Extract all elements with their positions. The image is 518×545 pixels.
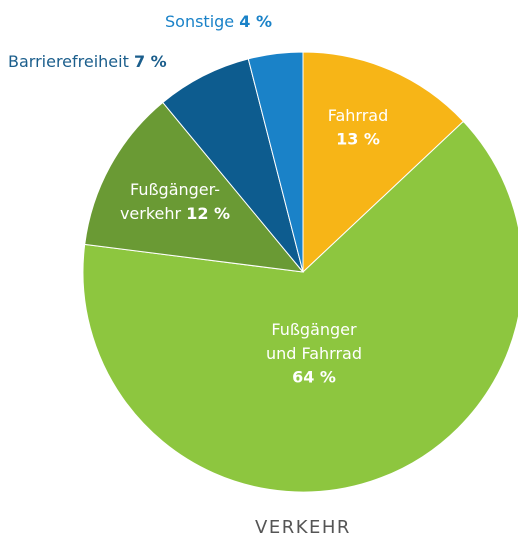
category-label: Fahrrad [328, 106, 389, 125]
slice-label: Fußgänger-verkehr 12 % [120, 180, 230, 223]
category-label: Fußgänger [271, 320, 357, 339]
value-label: 4 % [239, 12, 272, 31]
category-label: Barrierefreiheit 7 % [8, 52, 167, 71]
category-text: Fußgänger- [130, 180, 220, 199]
slice-label: Fahrrad 13 % [328, 106, 389, 149]
category-label: verkehr 12 % [120, 204, 230, 223]
chart-title: VERKEHR [255, 517, 351, 538]
category-label: Fußgänger- [130, 180, 220, 199]
category-text: verkehr [120, 204, 182, 223]
category-text: Barrierefreiheit [8, 52, 129, 71]
slice-label: Barrierefreiheit 7 % [8, 52, 167, 71]
category-label: und Fahrrad [266, 344, 362, 363]
category-text: Sonstige [165, 12, 234, 31]
pie-slice [247, 51, 304, 273]
value-label: 13 % [336, 130, 380, 149]
value-label: 64 % [292, 368, 336, 387]
category-text: und Fahrrad [266, 344, 362, 363]
slice-label: Fußgänger und Fahrrad 64 % [266, 320, 362, 387]
slice-label: Sonstige 4 % [165, 12, 272, 31]
value-label: 12 % [186, 204, 230, 223]
value-label: 7 % [134, 52, 167, 71]
pie-slice [84, 101, 305, 273]
category-text: Fußgänger [271, 320, 357, 339]
pie-slice [82, 120, 518, 493]
category-text: Fahrrad [328, 106, 389, 125]
pie-slice [302, 51, 465, 274]
category-label: Sonstige 4 % [165, 12, 272, 31]
